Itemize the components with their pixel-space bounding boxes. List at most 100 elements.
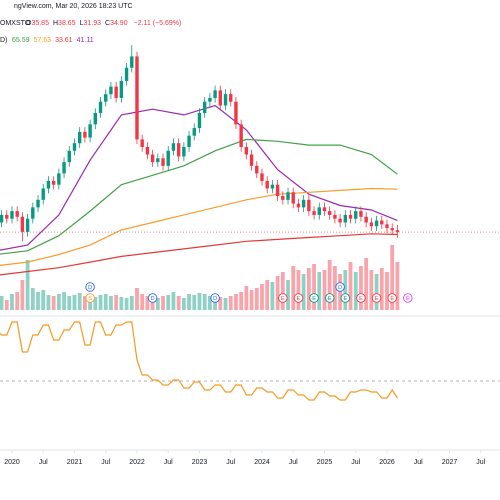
volume-bar [223, 298, 228, 310]
candle-body [296, 203, 301, 208]
ohlc-value: 31.93 [83, 20, 101, 27]
candle-body [317, 207, 321, 215]
event-label: E [328, 296, 332, 302]
candle-body [390, 228, 394, 231]
volume-bar [260, 284, 264, 310]
volume-bar [161, 296, 165, 310]
volume-bar [171, 292, 176, 310]
x-tick-label: Jul [164, 459, 173, 466]
candle-body [93, 113, 98, 125]
volume-bar [280, 272, 285, 310]
candle-body [380, 220, 384, 225]
candle-body [307, 199, 311, 212]
x-tick-label: 2024 [254, 459, 270, 466]
volume-bar [379, 268, 384, 310]
event-label: E [375, 296, 379, 302]
ohlc-value: 38.65 [58, 20, 76, 27]
symbol: OMXSTO [0, 20, 31, 27]
candle-body [218, 90, 223, 106]
candle-body [374, 220, 379, 227]
candle-body [161, 158, 165, 166]
event-badge [371, 293, 382, 303]
volume-bar [359, 266, 363, 310]
candle-body [354, 211, 358, 219]
ohlc-key: H [53, 20, 58, 27]
candle-body [77, 131, 82, 144]
candle-body [31, 207, 35, 219]
candle-body [119, 80, 124, 98]
candle-body [20, 216, 25, 232]
candle-body [208, 97, 212, 102]
candle-body [249, 154, 254, 166]
candle-body [145, 146, 150, 155]
volume-bar [51, 296, 56, 310]
event-label: D [151, 296, 155, 302]
volume-bar [270, 282, 275, 310]
candle-body [213, 90, 217, 98]
volume-bar [103, 294, 108, 310]
moving-average [0, 187, 398, 266]
candle-body [5, 214, 9, 219]
volume-bar [390, 245, 395, 310]
x-tick-label: Jul [351, 459, 360, 466]
candle-body [229, 94, 233, 102]
volume-bar [98, 295, 103, 310]
volume-bar [67, 296, 72, 310]
event-badge [403, 293, 413, 303]
volume-bar [291, 266, 296, 310]
x-tick-label: 2020 [4, 459, 20, 466]
candle-body [255, 165, 259, 174]
volume-bar [41, 290, 46, 310]
candle-body [244, 146, 249, 155]
volume-bar [77, 293, 82, 310]
indicator-line [0, 321, 398, 401]
x-tick-label: 2022 [129, 459, 145, 466]
x-tick-label: Jul [289, 459, 298, 466]
candle-body [301, 199, 306, 208]
candle-body [135, 56, 139, 140]
candle-body [338, 218, 342, 223]
candle-body [286, 192, 290, 200]
ma-prefix: D) [0, 37, 7, 44]
candle-body [197, 113, 202, 129]
candle-body [166, 150, 170, 166]
volume-bar [254, 288, 259, 310]
volume-bar [0, 296, 4, 310]
volume-bar [353, 272, 358, 310]
candle-body [192, 128, 196, 136]
ma-value: 57.63 [34, 37, 52, 44]
candle-body [395, 230, 400, 233]
volume-bar [234, 294, 238, 310]
candle-body [270, 184, 275, 189]
candle-body [46, 180, 51, 189]
volume-bar [187, 294, 191, 310]
volume-bar [249, 290, 254, 310]
candle-body [114, 86, 118, 98]
candle-body [202, 101, 207, 114]
candle-body [67, 150, 71, 163]
volume-bar [25, 260, 30, 310]
event-badge [85, 282, 95, 292]
candle-body [51, 180, 56, 185]
ma-value: 33.61 [55, 37, 73, 44]
ma-value: 41.11 [77, 37, 94, 44]
candle-body [265, 180, 269, 189]
volume-bar [176, 296, 181, 310]
legend: ngView.com, Mar 20, 2026 18:23 UTC OMXSTO… [0, 3, 181, 44]
event-badge [340, 293, 351, 303]
event-label: E [281, 296, 285, 302]
volume-bar [322, 270, 327, 310]
candle-body [359, 211, 363, 217]
candle-body [182, 146, 186, 157]
volume-bar [395, 262, 400, 310]
candle-body [140, 139, 144, 147]
candle-body [41, 188, 45, 200]
volume-bar [109, 296, 113, 310]
candle-body [10, 211, 14, 219]
candle-body [234, 101, 238, 125]
volume-bar [213, 298, 218, 310]
event-badge [356, 293, 366, 303]
candle-body [327, 211, 332, 215]
candle-body [62, 162, 66, 174]
